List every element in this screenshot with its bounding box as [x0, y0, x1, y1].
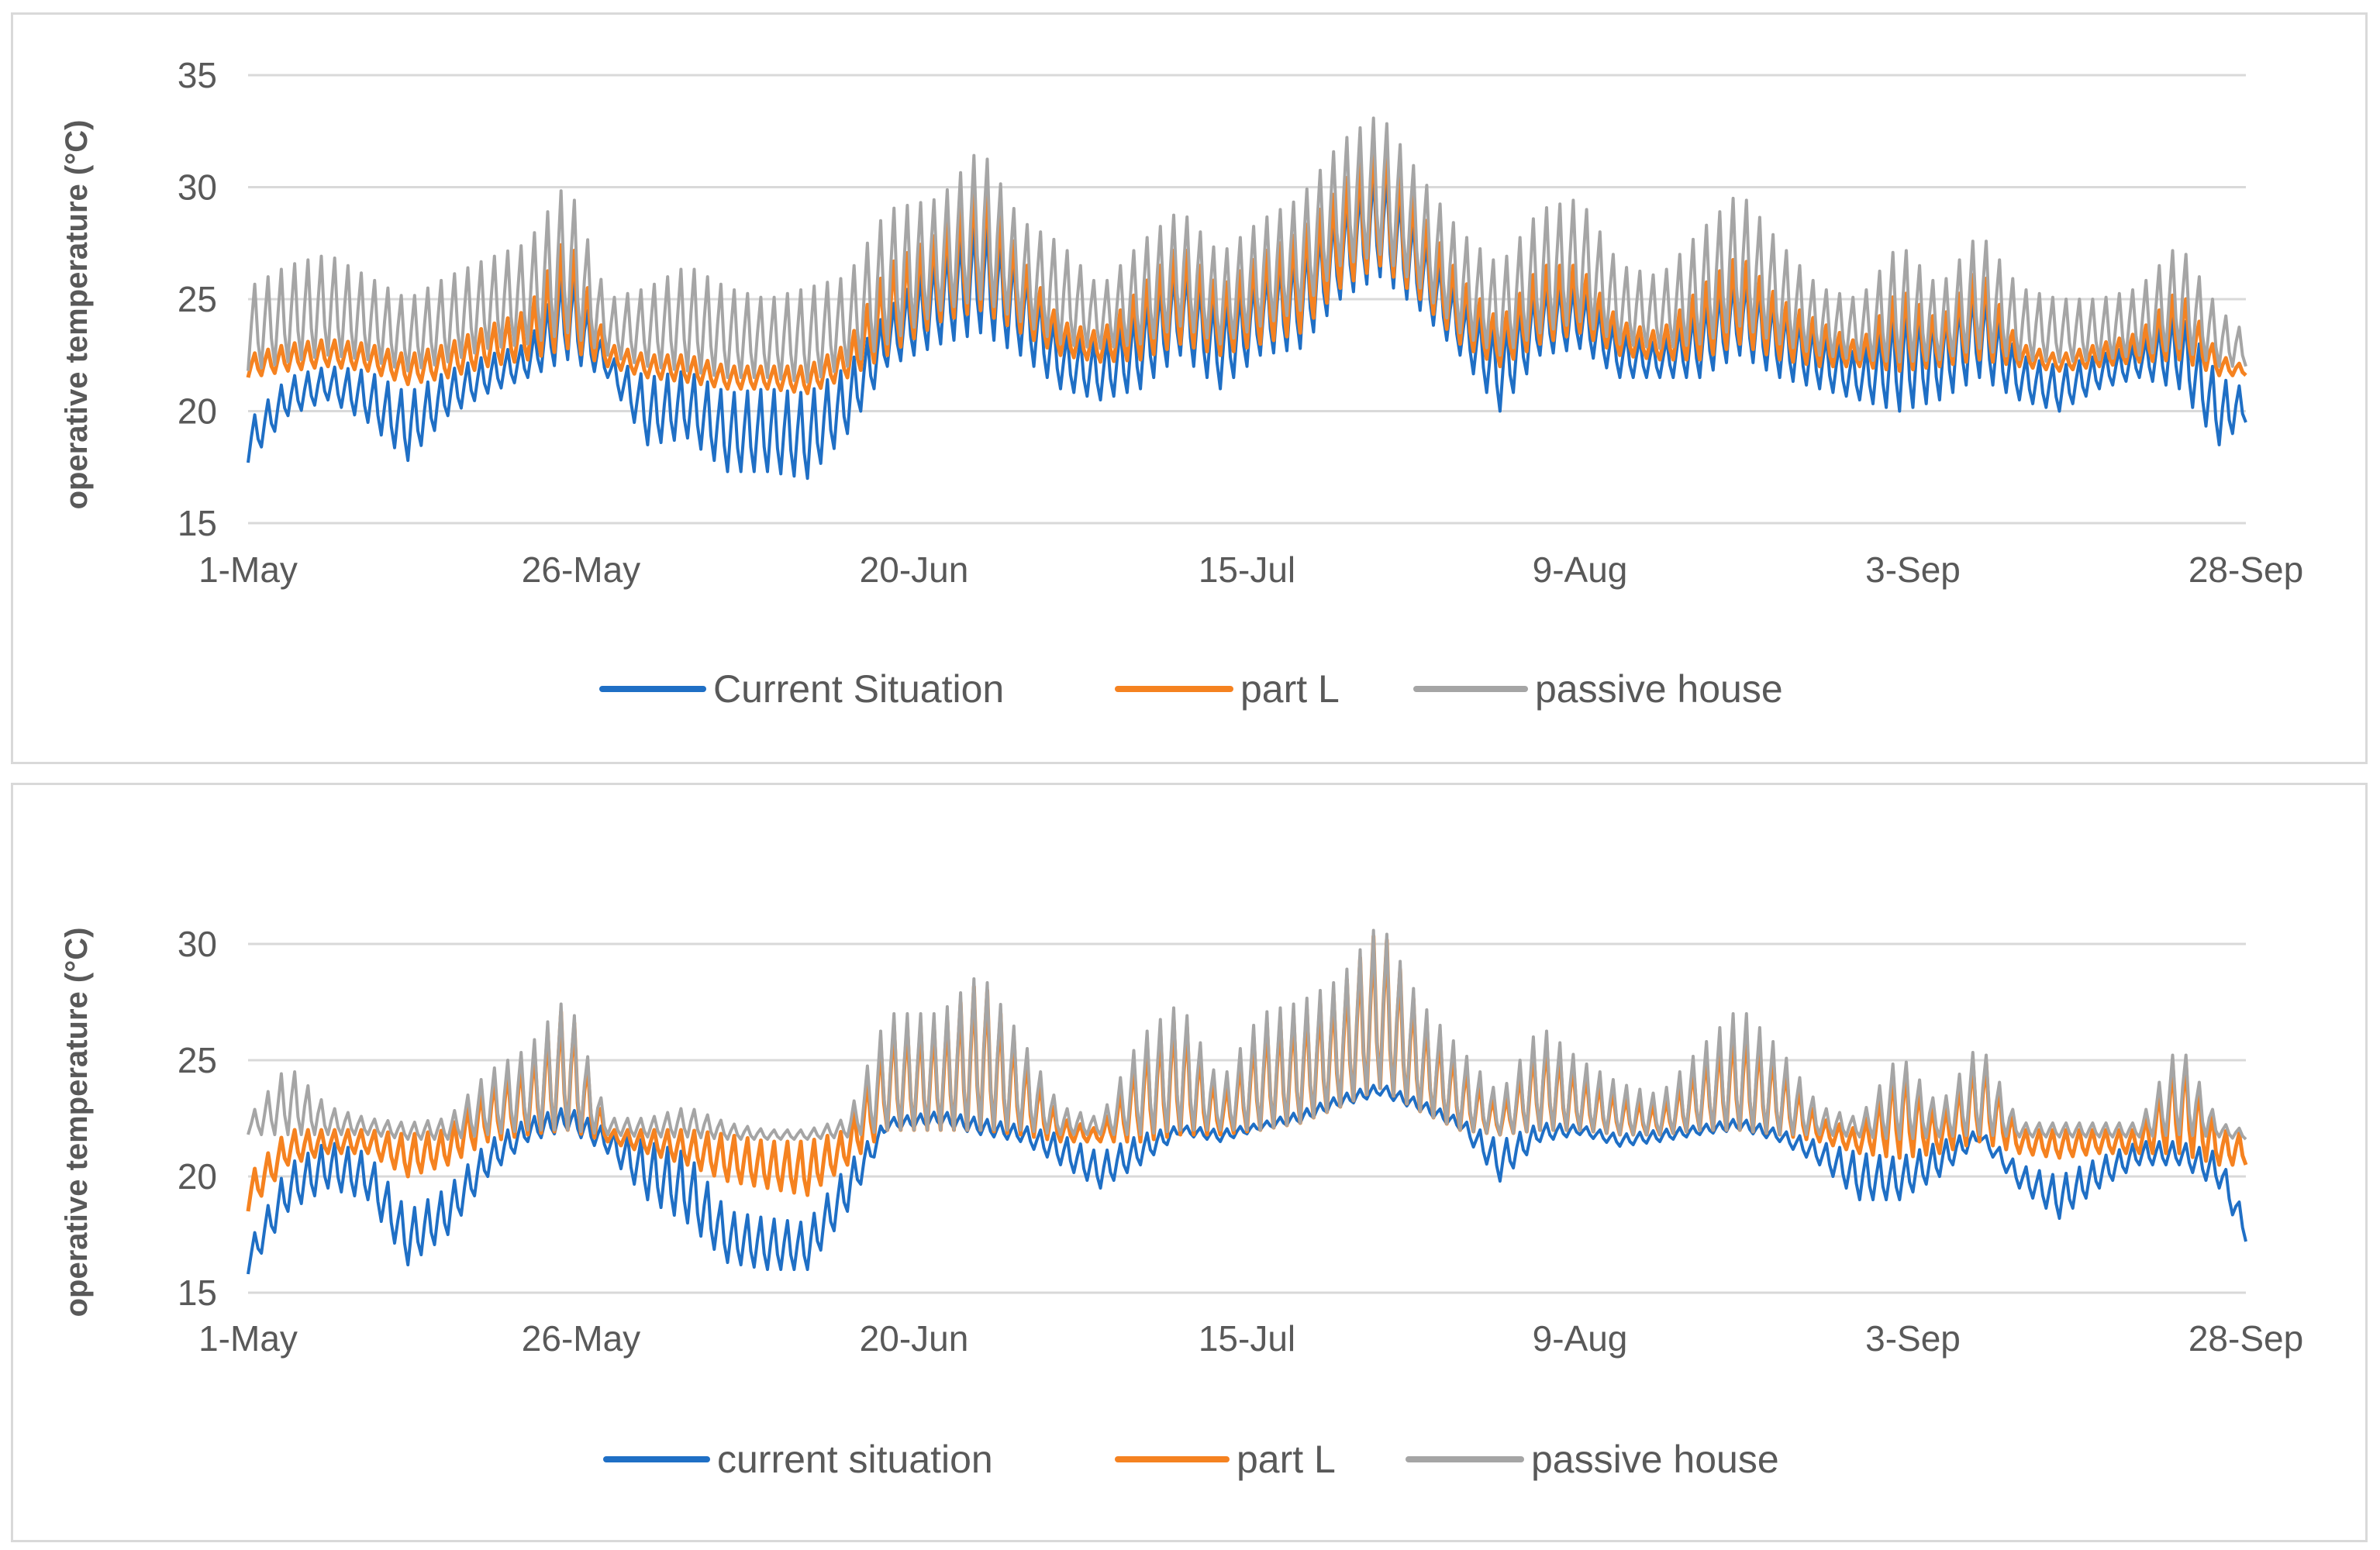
x-tick-label: 28-Sep: [2189, 549, 2303, 590]
x-tick-label: 3-Sep: [1865, 549, 1961, 590]
x-tick-label: 15-Jul: [1199, 1318, 1295, 1359]
y-tick-label: 30: [178, 167, 217, 208]
series-line-current-situation: [247, 1083, 2247, 1275]
series-line-passive-house: [247, 116, 2247, 384]
top-chart: 15 20 25 30 35 operative temperature (°C) 1-Ma…: [60, 55, 2303, 711]
gridlines: [248, 942, 2246, 1294]
x-tick-label: 20-Jun: [860, 1318, 969, 1359]
y-tick-label: 25: [178, 279, 217, 319]
y-tick-label: 15: [178, 1273, 217, 1313]
legend: Current Situation part L passive house: [599, 667, 1783, 711]
y-tick-label: 20: [178, 1156, 217, 1197]
legend-label: passive house: [1535, 667, 1783, 711]
series-line-part-l: [246, 138, 2247, 395]
x-tick-label: 26-May: [522, 1318, 640, 1359]
x-tick-label: 1-May: [198, 549, 298, 590]
series-line-part-l: [246, 934, 2248, 1212]
legend: current situation part L passive house: [603, 1438, 1779, 1481]
legend-label: part L: [1240, 667, 1340, 711]
x-tick-label: 15-Jul: [1199, 549, 1295, 590]
x-tick-label: 9-Aug: [1533, 1318, 1628, 1359]
x-tick-label: 26-May: [522, 549, 640, 590]
x-tick-label: 9-Aug: [1533, 549, 1628, 590]
y-axis-title: operative temperature (°C): [60, 928, 94, 1318]
y-tick-label: 30: [178, 924, 217, 964]
series-line-passive-house: [247, 928, 2247, 1141]
bottom-chart-panel: 15 20 25 30 operative temperature (°C) 1-May 2…: [11, 783, 2368, 1542]
x-tick-label: 28-Sep: [2189, 1318, 2303, 1359]
legend-label: passive house: [1531, 1438, 1779, 1481]
legend-label: current situation: [717, 1438, 993, 1481]
top-chart-panel: 15 20 25 30 35 operative temperature (°C) 1-Ma…: [11, 12, 2368, 764]
x-tick-label: 3-Sep: [1865, 1318, 1961, 1359]
gridlines: [248, 74, 2246, 525]
legend-label: part L: [1237, 1438, 1336, 1481]
y-tick-label: 25: [178, 1040, 217, 1080]
legend-label: Current Situation: [713, 667, 1004, 711]
x-tick-label: 20-Jun: [860, 549, 969, 590]
y-tick-label: 15: [178, 503, 217, 543]
x-tick-label: 1-May: [198, 1318, 298, 1359]
bottom-chart: 15 20 25 30 operative temperature (°C) 1-May 2…: [60, 924, 2303, 1481]
series-line-current-situation: [247, 170, 2247, 480]
y-axis-title: operative temperature (°C): [60, 120, 94, 510]
y-tick-label: 20: [178, 391, 217, 432]
y-tick-label: 35: [178, 55, 217, 95]
